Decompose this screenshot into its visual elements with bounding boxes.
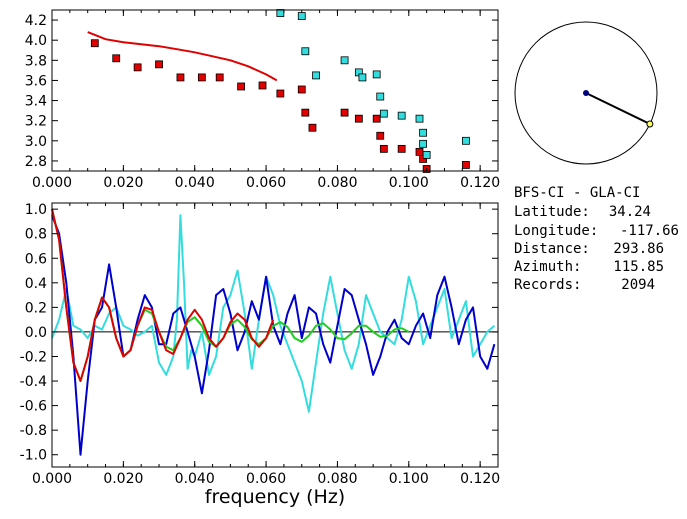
records-value: 2094 [621,277,655,293]
dispersion-curve [87,31,278,82]
red-dispersion-marker [197,73,206,82]
correlation-y-tick-label: 0.6 [25,251,47,267]
azimuth-value: 115.85 [613,259,664,275]
latitude-value: 34.24 [609,204,651,220]
red-dispersion-marker [379,144,388,153]
red-dispersion-marker [258,81,267,90]
azimuth-dial [514,21,658,165]
cyan-dispersion-marker [340,56,349,65]
x-axis-title: frequency (Hz) [205,486,345,508]
red-dispersion-marker [155,60,163,69]
station-pair: BFS-CI - GLA-CI [514,185,640,201]
cyan-dispersion-marker [415,114,424,123]
red-dispersion-marker [215,73,224,82]
dispersion-x-tick-label: 0.020 [103,175,143,191]
latitude-label: Latitude: [514,204,590,220]
correlation-y-tick-label: -0.2 [20,349,47,365]
red-correlation-series [51,208,275,382]
correlation-x-tick-label: 0.020 [103,471,143,487]
correlation-y-tick-label: -0.8 [20,423,47,439]
distance-label: Distance: [514,241,590,257]
cyan-dispersion-marker [312,71,320,80]
red-dispersion-marker [90,39,99,48]
azimuth-line [585,92,651,125]
dispersion-y-tick-label: 3.2 [25,114,47,130]
cyan-dispersion-marker [276,9,285,17]
cyan-dispersion-marker [376,92,385,101]
correlation-axes-frame [51,202,499,468]
correlation-y-tick-label: -1.0 [20,448,47,464]
cyan-dispersion-marker [301,47,310,56]
red-dispersion-marker [397,144,406,153]
red-dispersion-marker [372,114,381,123]
cyan-dispersion-marker [419,139,427,148]
cyan-dispersion-marker [297,12,306,20]
correlation-y-tick-label: -0.6 [20,399,47,415]
cyan-correlation-series [51,214,496,413]
station-info-panel: BFS-CI - GLA-CI Latitude: 34.24 Longitud… [514,185,679,293]
cyan-dispersion-marker [422,150,431,159]
longitude-label: Longitude: [514,223,598,239]
correlation-y-tick-label: 0.8 [25,227,47,243]
dispersion-y-tick-label: 4.0 [25,33,47,49]
correlation-x-tick-label: 0.060 [246,471,286,487]
station-marker [583,90,589,96]
cyan-dispersion-marker [419,128,427,137]
correlation-x-tick-label: 0.000 [32,471,72,487]
dispersion-x-tick-label: 0.040 [175,175,215,191]
dispersion-y-tick-label: 4.2 [25,13,47,29]
correlation-y-tick-label: -0.4 [20,374,47,390]
cyan-dispersion-marker [358,73,367,82]
correlation-x-tick-label: 0.040 [175,471,215,487]
dispersion-panel: 0.000 0.020 0.040 0.060 0.080 0.100 0.120 2.8 3.… [25,9,500,191]
cyan-dispersion-marker [372,70,381,79]
dispersion-x-tick-label: 0.080 [317,175,357,191]
correlation-y-tick-label: 0.0 [25,325,47,341]
red-dispersion-marker [133,63,142,72]
correlation-y-tick-label: 0.2 [25,300,47,316]
correlation-y-tick-label: 1.0 [25,202,47,218]
correlation-y-tick-label: 0.4 [25,276,47,292]
cyan-dispersion-marker [379,109,388,118]
dispersion-y-tick-label: 3.8 [25,53,47,69]
azimuth-endpoint-marker [646,120,654,128]
cyan-dispersion-marker [461,136,470,145]
dispersion-y-tick-label: 3.0 [25,134,47,150]
red-dispersion-marker [354,114,363,123]
red-dispersion-marker [340,108,349,117]
dispersion-x-tick-label: 0.100 [389,175,429,191]
dispersion-x-tick-label: 0.120 [460,175,500,191]
blue-correlation-series [51,214,496,456]
red-dispersion-marker [461,161,470,169]
dispersion-y-tick-label: 3.4 [25,94,47,110]
records-label: Records: [514,277,581,293]
red-dispersion-marker [112,54,121,63]
red-dispersion-marker [308,123,317,132]
red-dispersion-marker [276,89,285,98]
distance-value: 293.86 [613,241,664,257]
red-dispersion-marker [297,85,306,94]
dispersion-x-tick-label: 0.060 [246,175,286,191]
longitude-value: -117.66 [620,223,679,239]
azimuth-label: Azimuth: [514,259,581,275]
dispersion-x-tick-label: 0.000 [32,175,72,191]
red-dispersion-marker [176,73,185,82]
cyan-dispersion-marker [397,111,406,120]
red-dispersion-marker [415,147,424,156]
correlation-x-tick-label: 0.120 [460,471,500,487]
dispersion-y-tick-label: 3.6 [25,73,47,89]
correlation-x-tick-label: 0.100 [389,471,429,487]
red-dispersion-marker [376,131,385,140]
correlation-x-tick-label: 0.080 [317,471,357,487]
red-dispersion-marker [301,108,310,117]
correlation-panel: 0.000 0.020 0.040 0.060 0.080 0.100 0.120 1.0 0.… [20,202,501,508]
red-dispersion-marker [237,82,246,91]
dispersion-axes-frame [51,9,499,172]
dispersion-y-tick-label: 2.8 [25,154,47,170]
